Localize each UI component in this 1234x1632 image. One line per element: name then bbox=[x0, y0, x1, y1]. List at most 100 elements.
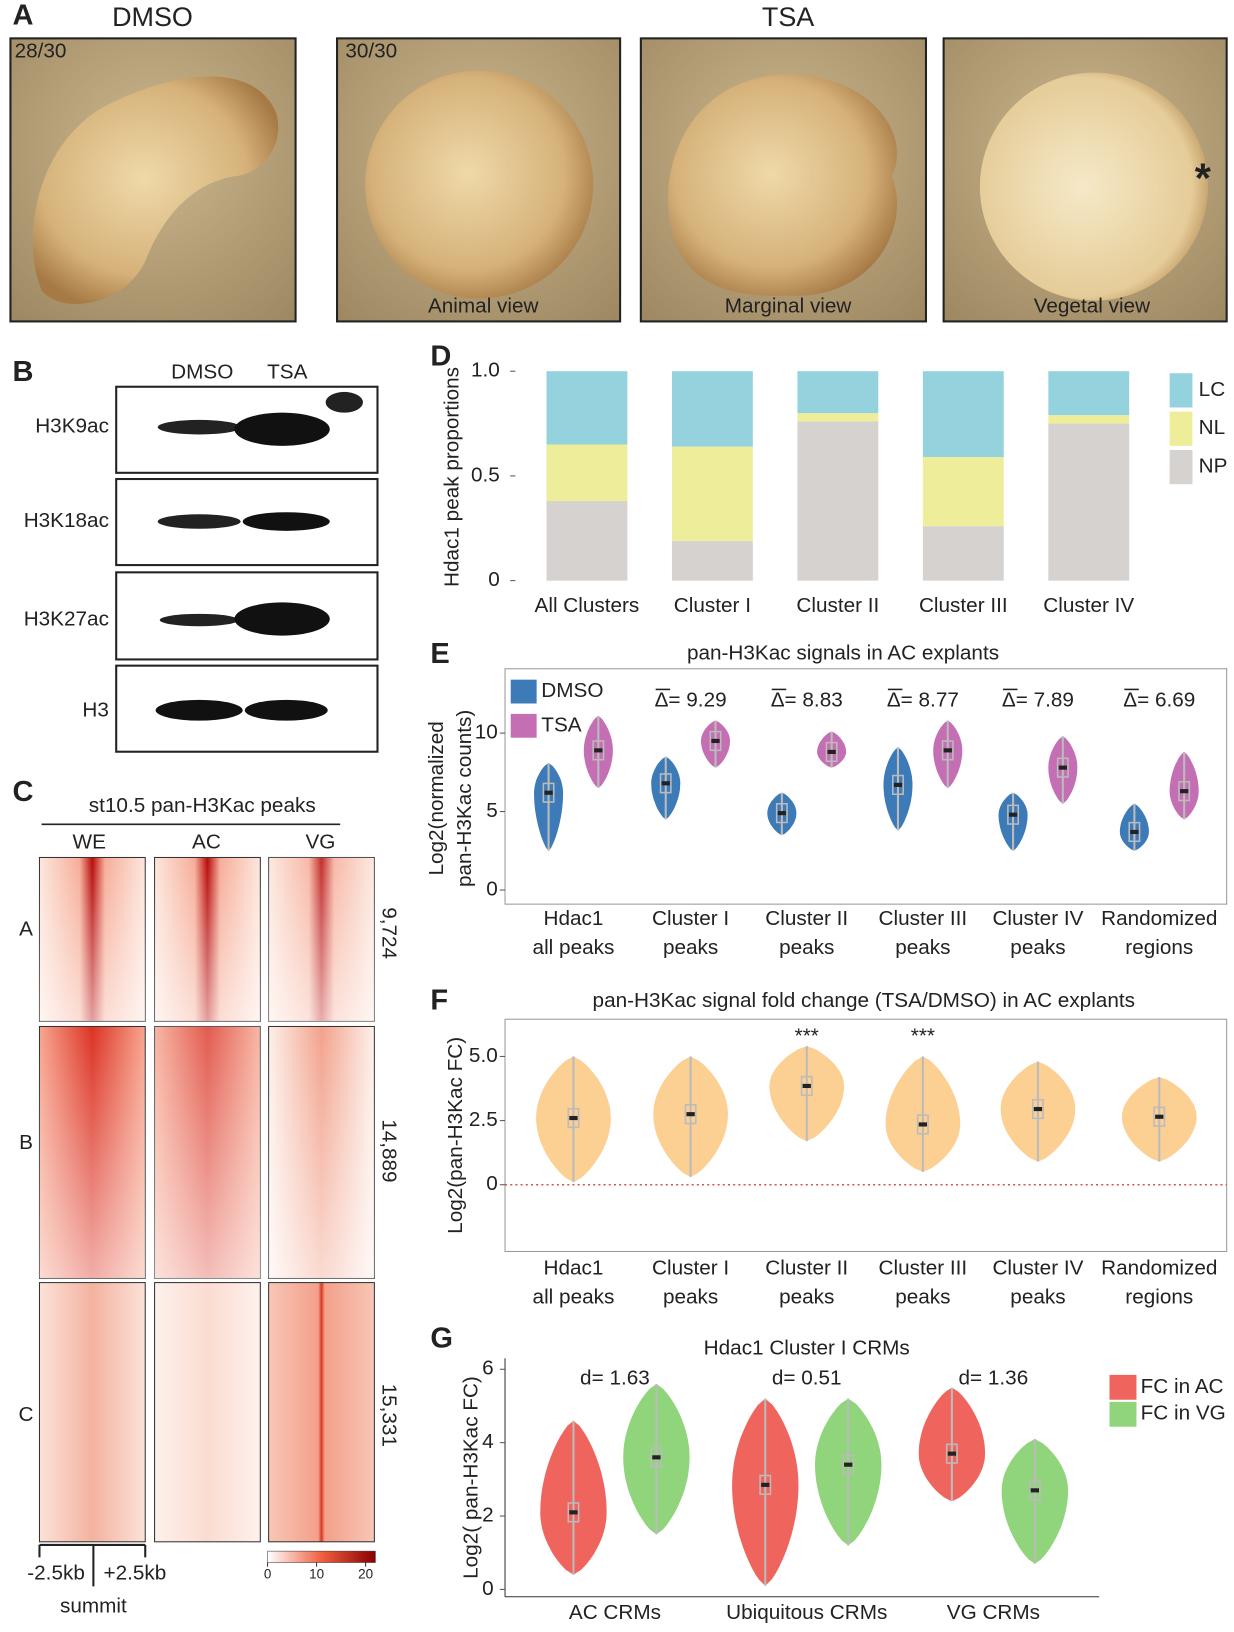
y-tick-label: 5 bbox=[486, 799, 498, 822]
legend-swatch bbox=[1169, 449, 1193, 485]
view-label: Animal view bbox=[428, 294, 540, 317]
row-label: H3K18ac bbox=[24, 509, 109, 532]
column-label: TSA bbox=[267, 361, 307, 384]
median bbox=[594, 748, 603, 753]
x-tick-label: Cluster II bbox=[796, 594, 879, 617]
band bbox=[234, 412, 330, 446]
box bbox=[709, 730, 722, 752]
legend-label: TSA bbox=[541, 713, 581, 736]
colorbar-tick-label: 0 bbox=[264, 1567, 272, 1582]
legend-label: FC in VG bbox=[1141, 1402, 1226, 1425]
x-tick-label: Cluster II bbox=[765, 907, 848, 930]
x-tick-label: Cluster II bbox=[765, 1257, 848, 1280]
annotation: Δ= 6.69 bbox=[1123, 688, 1195, 711]
panel-letter: B bbox=[13, 356, 34, 388]
legend-label: DMSO bbox=[541, 679, 603, 702]
y-axis-label: Log2( pan-H3Kac FC) bbox=[459, 1376, 482, 1579]
chart-title: pan-H3Kac signal fold change (TSA/DMSO) … bbox=[593, 989, 1135, 1012]
bar-segment bbox=[671, 446, 753, 541]
median bbox=[544, 790, 553, 795]
bar-segment bbox=[797, 413, 879, 422]
y-tick-label: 0 bbox=[486, 1172, 498, 1195]
annotation: d= 1.36 bbox=[959, 1366, 1029, 1389]
legend-label: NP bbox=[1199, 455, 1228, 478]
heatmap-title: st10.5 pan-H3Kac peaks bbox=[89, 794, 316, 817]
x-tick-label: VG CRMs bbox=[947, 1601, 1040, 1624]
x-tick-label: Cluster III bbox=[919, 594, 1008, 617]
box bbox=[941, 740, 954, 761]
x-tick-label: regions bbox=[1125, 1286, 1193, 1309]
annotation: *** bbox=[911, 1024, 935, 1047]
colorbar-tick-label: 10 bbox=[309, 1567, 324, 1582]
bar-segment bbox=[797, 371, 879, 414]
x-tick-label: all peaks bbox=[533, 1286, 615, 1309]
annotation: Δ= 7.89 bbox=[1002, 688, 1074, 711]
bar-segment bbox=[546, 501, 628, 581]
median bbox=[844, 1462, 853, 1467]
median bbox=[761, 1482, 770, 1487]
box bbox=[945, 1443, 958, 1464]
annotation: d= 0.51 bbox=[772, 1366, 842, 1389]
x-tick-label: Randomized bbox=[1101, 1257, 1217, 1280]
band bbox=[157, 514, 241, 529]
x-tick-label: Cluster I bbox=[652, 1257, 729, 1280]
row-label: H3K27ac bbox=[24, 608, 109, 631]
y-axis-label: Log2(normalized bbox=[425, 721, 448, 875]
chart-title: Hdac1 Cluster I CRMs bbox=[704, 1336, 910, 1359]
median bbox=[569, 1510, 578, 1515]
band bbox=[155, 699, 243, 721]
embryo bbox=[667, 74, 898, 296]
median bbox=[893, 782, 903, 787]
x-tick-label: Cluster IV bbox=[992, 907, 1083, 930]
panel-letter: A bbox=[13, 0, 34, 31]
median bbox=[569, 1115, 578, 1121]
x-tick-label: AC CRMs bbox=[569, 1601, 661, 1624]
box bbox=[1056, 757, 1069, 778]
y-axis-label: Log2(pan-H3Kac FC) bbox=[444, 1037, 467, 1234]
plot-frame bbox=[504, 668, 1228, 905]
box bbox=[825, 741, 838, 763]
y-axis-label: Hdac1 peak proportions bbox=[441, 367, 464, 587]
bar-segment bbox=[546, 444, 628, 502]
x-tick-label: peaks bbox=[663, 1286, 718, 1309]
band bbox=[157, 419, 241, 435]
median bbox=[711, 738, 720, 744]
box bbox=[592, 740, 605, 761]
box bbox=[800, 1075, 813, 1097]
group-label: TSA bbox=[762, 2, 814, 32]
median bbox=[943, 748, 952, 753]
x-tick-label: all peaks bbox=[533, 936, 615, 959]
panel-c: C st10.5 pan-H3Kac peaks WE AC VG A B C … bbox=[13, 776, 401, 1618]
row-label: H3K9ac bbox=[35, 415, 109, 438]
box bbox=[1031, 1098, 1044, 1120]
annotation: Δ= 9.29 bbox=[655, 688, 727, 711]
x-tick-label: Cluster IV bbox=[992, 1257, 1083, 1280]
y-tick-label: 6 bbox=[482, 1357, 494, 1380]
bar-segment bbox=[922, 526, 1004, 581]
band bbox=[234, 602, 330, 636]
legend-swatch bbox=[1169, 411, 1193, 446]
box bbox=[892, 774, 904, 795]
x-tick-label: Cluster III bbox=[879, 1257, 968, 1280]
bar-segment bbox=[671, 371, 753, 447]
y-tick-label: 2.5 bbox=[469, 1108, 498, 1131]
x-tick-label: Ubiquitous CRMs bbox=[726, 1601, 887, 1624]
x-tick-label: peaks bbox=[1010, 1286, 1065, 1309]
x-tick-label: peaks bbox=[1010, 936, 1065, 959]
chart-title: pan-H3Kac signals in AC explants bbox=[687, 642, 999, 665]
cluster-count: 15,331 bbox=[377, 1384, 400, 1447]
plot-frame bbox=[504, 1018, 1228, 1252]
box bbox=[650, 1447, 663, 1468]
bar-segment bbox=[1048, 423, 1130, 581]
x-tick-label: peaks bbox=[895, 1286, 950, 1309]
legend-swatch bbox=[1109, 1401, 1137, 1427]
embryo bbox=[365, 70, 594, 299]
annotation: *** bbox=[795, 1024, 819, 1047]
y-tick-label: 0.5 bbox=[471, 463, 500, 486]
bar-segment bbox=[1048, 415, 1130, 424]
embryo bbox=[32, 76, 279, 305]
box bbox=[542, 782, 555, 803]
cluster-label: A bbox=[19, 918, 33, 941]
y-tick-label: 4 bbox=[482, 1430, 494, 1453]
bar-segment bbox=[922, 457, 1004, 527]
